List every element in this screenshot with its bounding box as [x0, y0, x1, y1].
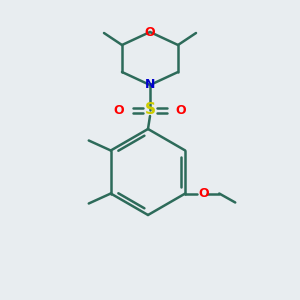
- Text: N: N: [145, 79, 155, 92]
- Text: O: O: [176, 103, 186, 116]
- Text: S: S: [145, 103, 155, 118]
- Text: O: O: [145, 26, 155, 38]
- Text: O: O: [198, 187, 208, 200]
- Text: O: O: [114, 103, 124, 116]
